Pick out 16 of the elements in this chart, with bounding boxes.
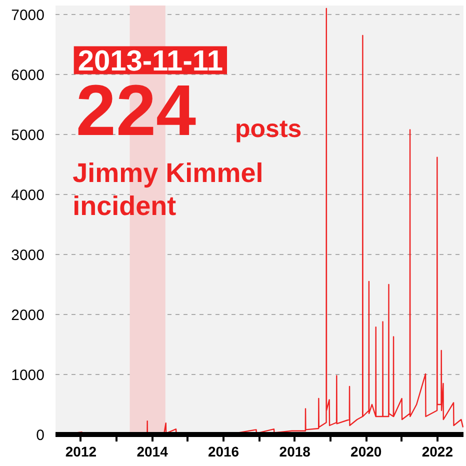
y-tick-label: 7000 [11, 7, 45, 24]
y-tick-label: 5000 [11, 127, 45, 144]
annotation: Jimmy Kimmel incident [72, 158, 264, 221]
x-tick-label: 2020 [350, 444, 382, 460]
x-tick-label: 2016 [208, 444, 240, 460]
annotation: posts [235, 114, 302, 143]
y-tick-label: 3000 [11, 247, 45, 264]
x-tick-label: 2018 [279, 444, 311, 460]
x-tick-label: 2012 [65, 444, 97, 460]
y-tick-label: 4000 [11, 187, 45, 204]
y-tick-label: 0 [36, 427, 44, 444]
y-tick-label: 6000 [11, 67, 45, 84]
x-tick-label: 2022 [422, 444, 454, 460]
x-tick-label: 2014 [136, 444, 168, 460]
y-tick-label: 2000 [11, 307, 45, 324]
y-tick-label: 1000 [11, 367, 45, 384]
